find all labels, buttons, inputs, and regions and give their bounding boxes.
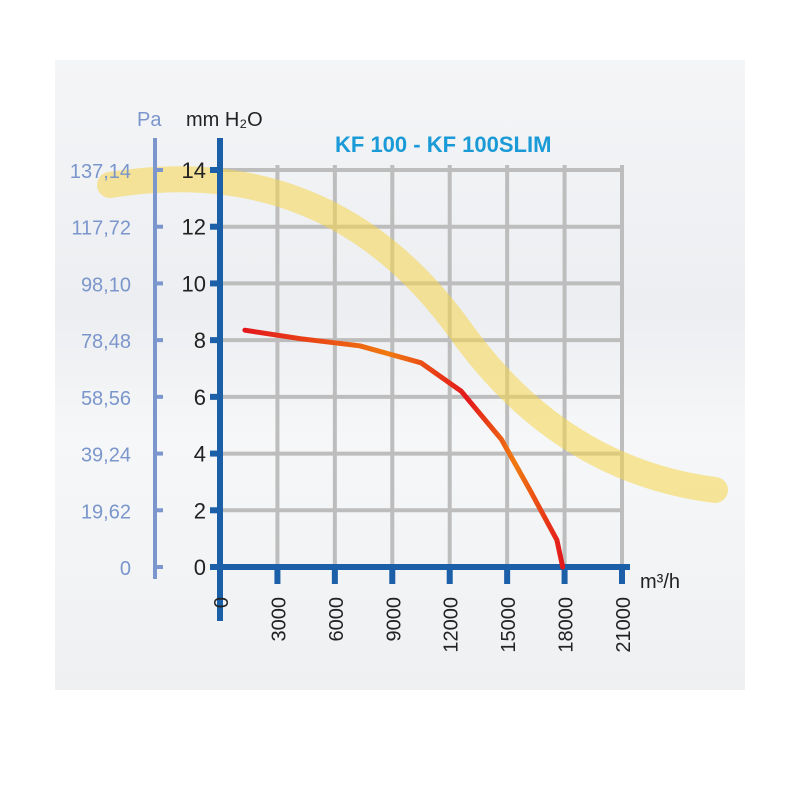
chart-title: KF 100 - KF 100SLIM	[335, 132, 551, 157]
y2-tick-label: 117,72	[71, 218, 131, 240]
x-tick-label: 9000	[383, 597, 405, 642]
y-tick-label: 14	[182, 158, 206, 183]
x-tick-label: 18000	[556, 597, 578, 653]
y2-tick-label: 78,48	[81, 331, 131, 353]
y-axis-label: mm H₂O	[186, 109, 263, 131]
y2-tick-label: 39,24	[81, 445, 131, 467]
y-tick-label: 0	[194, 555, 206, 580]
x-tick-label: 6000	[326, 597, 348, 642]
y-tick-label: 12	[182, 215, 206, 240]
x-tick-label: 0	[211, 597, 233, 608]
x-tick-label: 15000	[498, 597, 520, 653]
y-tick-label: 2	[194, 498, 206, 523]
y-tick-label: 4	[194, 442, 206, 467]
y2-tick-label: 137,14	[70, 161, 131, 183]
y-tick-label: 8	[194, 328, 206, 353]
y2-tick-label: 98,10	[81, 274, 131, 296]
y-tick-label: 10	[182, 271, 206, 296]
x-tick-label: 12000	[441, 597, 463, 653]
x-tick-label: 3000	[268, 597, 290, 642]
performance-curve	[242, 327, 566, 570]
x-tick-label: 21000	[613, 597, 635, 653]
y2-tick-label: 19,62	[81, 501, 131, 523]
chart-background	[55, 60, 745, 690]
y2-tick-label: 58,56	[81, 388, 131, 410]
y-tick-label: 6	[194, 385, 206, 410]
y2-axis-label: Pa	[137, 109, 162, 131]
watermark-swoosh	[97, 166, 728, 503]
x-axis-label: m³/h	[640, 571, 680, 593]
y2-tick-label: 0	[120, 558, 131, 580]
